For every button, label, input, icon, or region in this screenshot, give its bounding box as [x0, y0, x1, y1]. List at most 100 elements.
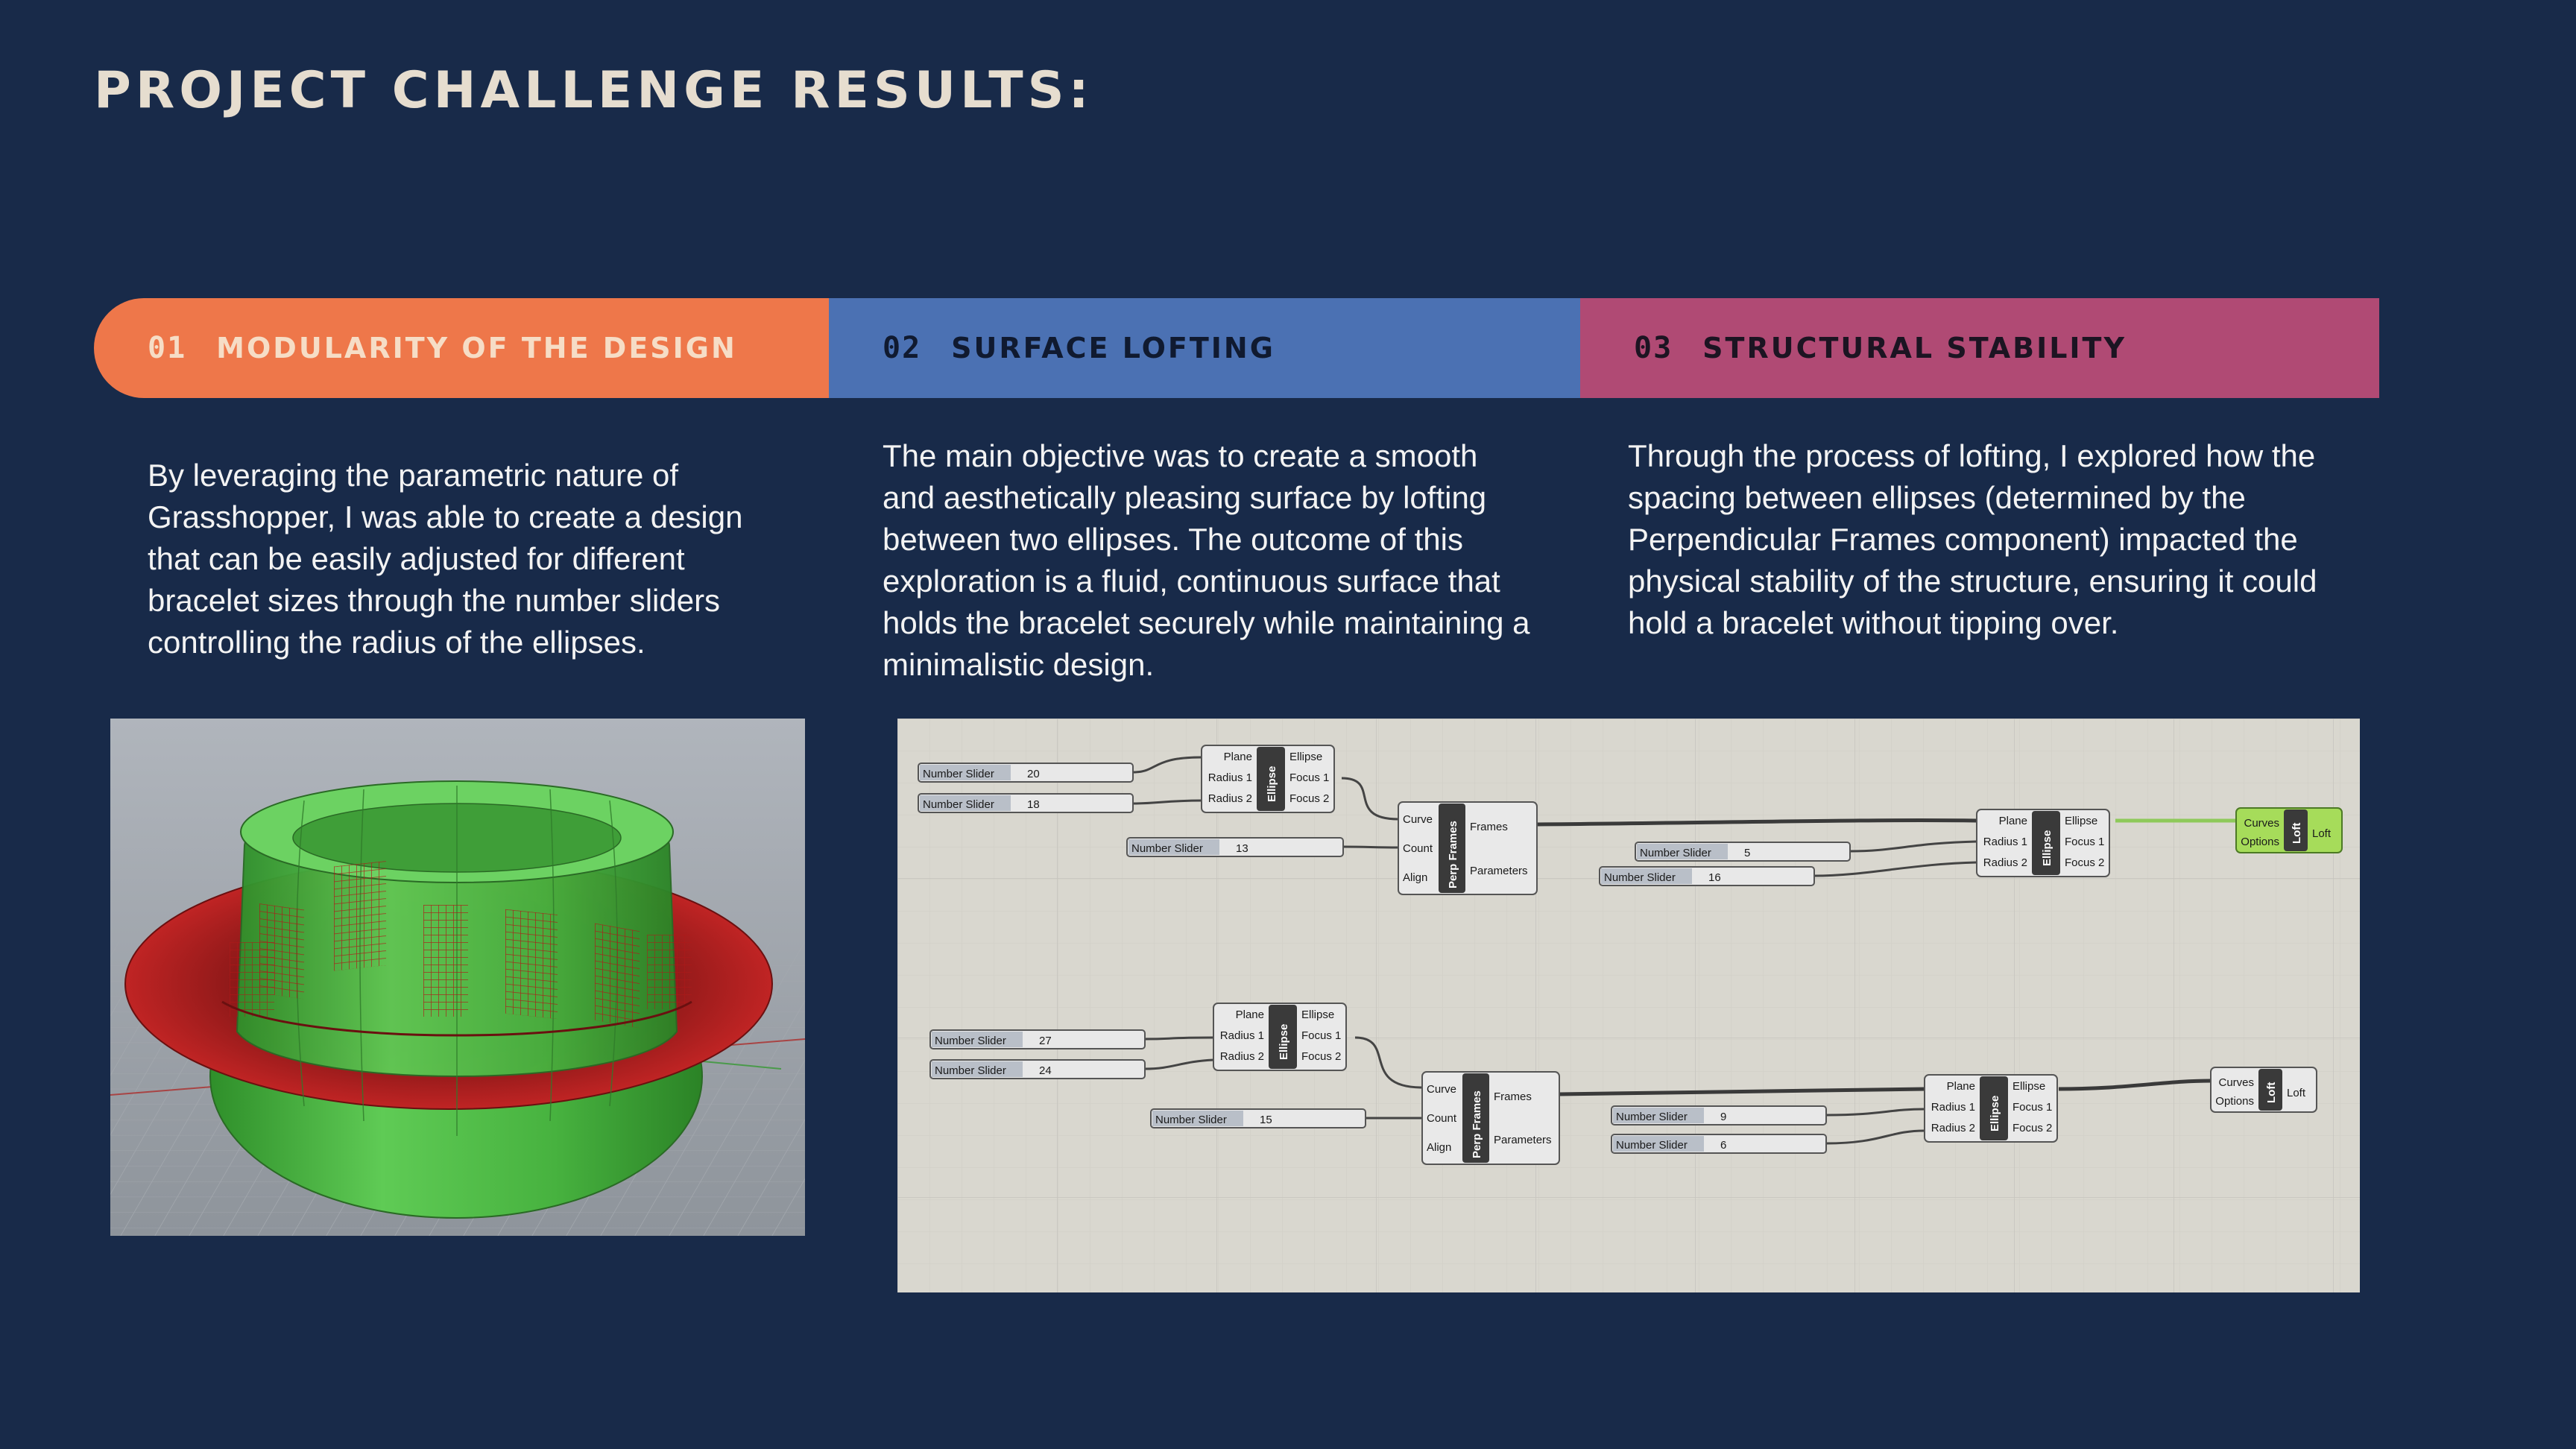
- number-slider-radius-1b[interactable]: Number Slider 9: [1611, 1105, 1827, 1126]
- number-slider-count[interactable]: Number Slider 15: [1150, 1108, 1366, 1128]
- svg-text:Number Slider: Number Slider: [935, 1035, 1006, 1047]
- svg-text:Number Slider: Number Slider: [923, 768, 994, 780]
- loft-component-active[interactable]: Loft Curves Options Loft: [2235, 807, 2343, 853]
- ellipse-component[interactable]: Ellipse Plane Radius 1 Radius 2 Ellipse …: [1976, 809, 2110, 877]
- svg-text:Ellipse: Ellipse: [1301, 1008, 1334, 1021]
- section-header-structural-stability: 03 STRUCTURAL STABILITY: [1580, 298, 2379, 398]
- svg-text:Perp Frames: Perp Frames: [1471, 1090, 1483, 1158]
- svg-text:Curves: Curves: [2218, 1076, 2254, 1089]
- svg-text:Focus 2: Focus 2: [1301, 1050, 1341, 1063]
- svg-text:Ellipse: Ellipse: [2012, 1080, 2045, 1093]
- section-header-modularity: 01 MODULARITY OF THE DESIGN: [94, 298, 829, 398]
- render-illustration: [110, 719, 805, 1236]
- number-slider-radius-2a[interactable]: Number Slider 18: [918, 793, 1134, 813]
- loft-component[interactable]: Loft Curves Options Loft: [2210, 1067, 2317, 1113]
- bracelet-holder-render: [110, 719, 805, 1236]
- svg-text:Radius 2: Radius 2: [1208, 792, 1252, 805]
- number-slider-radius-1a[interactable]: Number Slider 20: [918, 763, 1134, 783]
- svg-text:Radius 2: Radius 2: [1931, 1122, 1975, 1134]
- svg-text:Ellipse: Ellipse: [1989, 1096, 2001, 1131]
- perp-frames-component[interactable]: Perp Frames Curve Count Align Frames Par…: [1421, 1071, 1560, 1165]
- svg-text:Focus 2: Focus 2: [2065, 856, 2104, 869]
- top-definition: Number Slider 20 Number Slider 18 Number…: [918, 745, 2343, 895]
- page-title: PROJECT CHALLENGE RESULTS:: [94, 61, 1093, 120]
- svg-text:Plane: Plane: [1999, 815, 2027, 827]
- perpendicular-frames: [230, 861, 692, 1029]
- svg-text:Ellipse: Ellipse: [1266, 766, 1278, 802]
- svg-text:Radius 1: Radius 1: [1983, 836, 2027, 848]
- ellipse-component[interactable]: Ellipse Plane Radius 1 Radius 2 Ellipse …: [1213, 1003, 1347, 1071]
- surface-lofting-description: The main objective was to create a smoot…: [883, 438, 1530, 682]
- svg-text:Ellipse: Ellipse: [1278, 1024, 1290, 1060]
- modularity-description: By leveraging the parametric nature of G…: [148, 458, 743, 660]
- svg-text:Parameters: Parameters: [1494, 1134, 1552, 1146]
- svg-text:Number Slider: Number Slider: [1640, 847, 1711, 859]
- bottom-definition: Number Slider 27 Number Slider 24 Number…: [929, 1003, 2317, 1165]
- svg-text:Number Slider: Number Slider: [1604, 871, 1676, 884]
- section-header-surface-lofting: 02 SURFACE LOFTING: [829, 298, 1580, 398]
- svg-text:Loft: Loft: [2312, 827, 2332, 840]
- svg-text:15: 15: [1260, 1114, 1272, 1126]
- structural-stability-description: Through the process of lofting, I explor…: [1628, 438, 2317, 640]
- canvas-grid: [897, 719, 2360, 1292]
- svg-text:Focus 1: Focus 1: [1289, 771, 1329, 784]
- svg-text:Curve: Curve: [1403, 813, 1433, 826]
- svg-text:Radius 2: Radius 2: [1220, 1050, 1264, 1063]
- ring-front-edge: [221, 1000, 692, 1037]
- svg-text:27: 27: [1039, 1035, 1052, 1047]
- svg-text:20: 20: [1027, 768, 1040, 780]
- svg-text:16: 16: [1708, 871, 1721, 884]
- svg-text:13: 13: [1236, 842, 1248, 855]
- ellipse-component[interactable]: Ellipse Plane Radius 1 Radius 2 Ellipse …: [1924, 1074, 2058, 1143]
- grasshopper-graph: Number Slider 20 Number Slider 18 Number…: [897, 719, 2360, 1292]
- svg-text:Plane: Plane: [1224, 751, 1252, 763]
- number-slider-count[interactable]: Number Slider 13: [1126, 837, 1344, 857]
- svg-text:Perp Frames: Perp Frames: [1447, 821, 1459, 888]
- svg-text:Options: Options: [2215, 1095, 2254, 1108]
- svg-text:9: 9: [1720, 1111, 1726, 1123]
- number-slider-radius-1a[interactable]: Number Slider 27: [929, 1029, 1146, 1049]
- section-label: STRUCTURAL STABILITY: [1702, 332, 2127, 364]
- svg-text:Number Slider: Number Slider: [935, 1064, 1006, 1077]
- svg-text:Number Slider: Number Slider: [1131, 842, 1203, 855]
- svg-text:Focus 1: Focus 1: [2012, 1101, 2052, 1114]
- number-slider-radius-2b[interactable]: Number Slider 6: [1611, 1134, 1827, 1154]
- ellipse-component[interactable]: Ellipse Plane Radius 1 Radius 2 Ellipse …: [1201, 745, 1335, 813]
- svg-text:Options: Options: [2241, 836, 2279, 848]
- section-label: MODULARITY OF THE DESIGN: [216, 332, 737, 364]
- svg-text:Number Slider: Number Slider: [1155, 1114, 1227, 1126]
- svg-text:Count: Count: [1427, 1112, 1457, 1125]
- svg-text:Radius 1: Radius 1: [1931, 1101, 1975, 1114]
- number-slider-radius-2b[interactable]: Number Slider 16: [1599, 866, 1815, 886]
- perp-frames-component[interactable]: Perp Frames Curve Count Align Frames Par…: [1398, 801, 1538, 895]
- svg-text:Ellipse: Ellipse: [2041, 830, 2053, 866]
- svg-text:Radius 1: Radius 1: [1220, 1029, 1264, 1042]
- svg-text:Radius 2: Radius 2: [1983, 856, 2027, 869]
- svg-text:Radius 1: Radius 1: [1208, 771, 1252, 784]
- svg-text:Focus 1: Focus 1: [2065, 836, 2104, 848]
- svg-text:Ellipse: Ellipse: [2065, 815, 2097, 827]
- number-slider-radius-1b[interactable]: Number Slider 5: [1635, 842, 1851, 862]
- svg-text:Number Slider: Number Slider: [1616, 1111, 1688, 1123]
- section-number: 01: [148, 331, 187, 365]
- svg-text:Loft: Loft: [2265, 1082, 2278, 1103]
- svg-text:Align: Align: [1403, 871, 1427, 884]
- svg-text:Focus 2: Focus 2: [1289, 792, 1329, 805]
- svg-text:Loft: Loft: [2291, 823, 2303, 844]
- svg-text:Ellipse: Ellipse: [1289, 751, 1322, 763]
- section-number: 02: [883, 331, 922, 365]
- grasshopper-canvas: Number Slider 20 Number Slider 18 Number…: [897, 719, 2360, 1292]
- svg-text:6: 6: [1720, 1139, 1726, 1152]
- svg-text:Number Slider: Number Slider: [1616, 1139, 1688, 1152]
- section-number: 03: [1634, 331, 1673, 365]
- svg-text:Count: Count: [1403, 842, 1433, 855]
- svg-text:Focus 2: Focus 2: [2012, 1122, 2052, 1134]
- svg-text:Frames: Frames: [1470, 821, 1508, 833]
- svg-text:Plane: Plane: [1947, 1080, 1975, 1093]
- svg-text:24: 24: [1039, 1064, 1052, 1077]
- number-slider-radius-2a[interactable]: Number Slider 24: [929, 1059, 1146, 1079]
- svg-text:Plane: Plane: [1236, 1008, 1264, 1021]
- svg-text:Loft: Loft: [2287, 1087, 2306, 1099]
- section-label: SURFACE LOFTING: [951, 332, 1275, 364]
- svg-text:5: 5: [1744, 847, 1750, 859]
